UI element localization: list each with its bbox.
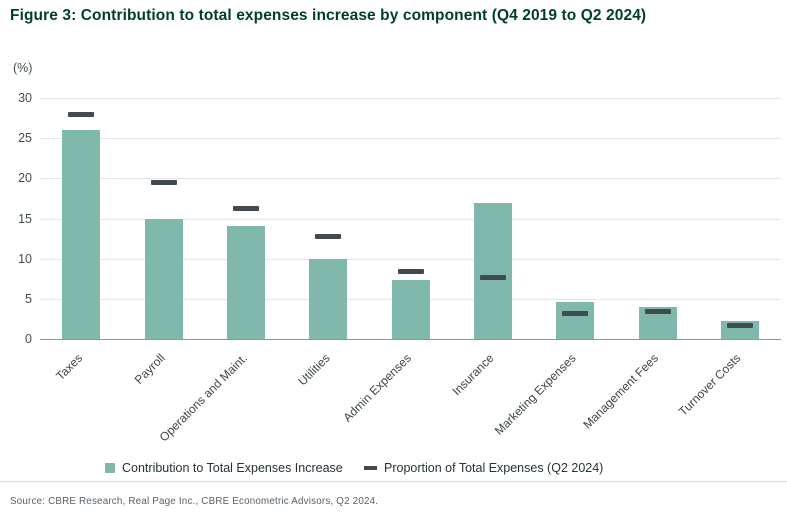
legend-item-dash: Proportion of Total Expenses (Q2 2024): [364, 461, 603, 475]
y-tick-label: 30: [18, 91, 32, 105]
y-tick-label: 10: [18, 251, 32, 266]
y-tick-label: 0: [25, 332, 32, 346]
y-tick-label: 25: [18, 131, 32, 146]
x-axis-label: Turnover Costs: [676, 351, 744, 419]
x-axis-label: Management Fees: [580, 351, 662, 432]
legend-bar-label: Contribution to Total Expenses Increase: [122, 461, 343, 475]
gridline: [40, 218, 781, 220]
bar-series-swatch-icon: [105, 463, 115, 473]
gridline: [40, 258, 781, 260]
target-dash: [479, 275, 506, 281]
x-axis-label: Operations and Maint.: [156, 351, 250, 445]
target-dash: [726, 322, 753, 328]
bar: [391, 279, 430, 339]
x-axis-label: Utilities: [294, 351, 333, 389]
y-tick-label: 15: [18, 211, 32, 226]
target-dash: [232, 206, 259, 212]
x-axis-label: Taxes: [52, 351, 86, 384]
target-dash: [644, 309, 671, 315]
source-note: Source: CBRE Research, Real Page Inc., C…: [10, 496, 379, 507]
chart-title: Figure 3: Contribution to total expenses…: [10, 7, 647, 24]
legend-dash-label: Proportion of Total Expenses (Q2 2024): [384, 461, 604, 475]
legend: Contribution to Total Expenses Increase …: [0, 461, 787, 479]
target-dash: [315, 234, 342, 240]
target-dash: [562, 310, 589, 316]
bar: [556, 302, 595, 339]
bar: [473, 203, 512, 339]
bar: [226, 225, 265, 339]
y-tick-label: 5: [25, 291, 32, 306]
x-axis-label: Marketing Expenses: [492, 351, 580, 438]
y-axis-unit-label: (%): [13, 61, 33, 75]
dash-series-swatch-icon: [364, 466, 377, 470]
target-dash: [68, 112, 95, 118]
gridline: [40, 178, 781, 180]
plot-area: 30 25 20 15 10 5 0: [18, 91, 781, 346]
x-axis-label: Payroll: [131, 351, 168, 387]
legend-item-bars: Contribution to Total Expenses Increase: [105, 461, 343, 475]
x-axis-labels: Taxes Payroll Operations and Maint. Utiliti…: [0, 347, 787, 459]
bar: [309, 259, 348, 339]
y-tick-label: 20: [18, 171, 32, 186]
x-axis-label: Admin Expenses: [340, 351, 415, 425]
gridline: [40, 98, 781, 99]
bar: [62, 130, 101, 339]
x-axis-label: Insurance: [449, 351, 497, 399]
x-axis-line: [40, 339, 781, 340]
target-dash: [397, 269, 424, 275]
bar: [144, 219, 183, 339]
target-dash: [150, 179, 177, 185]
footer-divider: [0, 481, 787, 482]
gridline: [40, 138, 781, 140]
